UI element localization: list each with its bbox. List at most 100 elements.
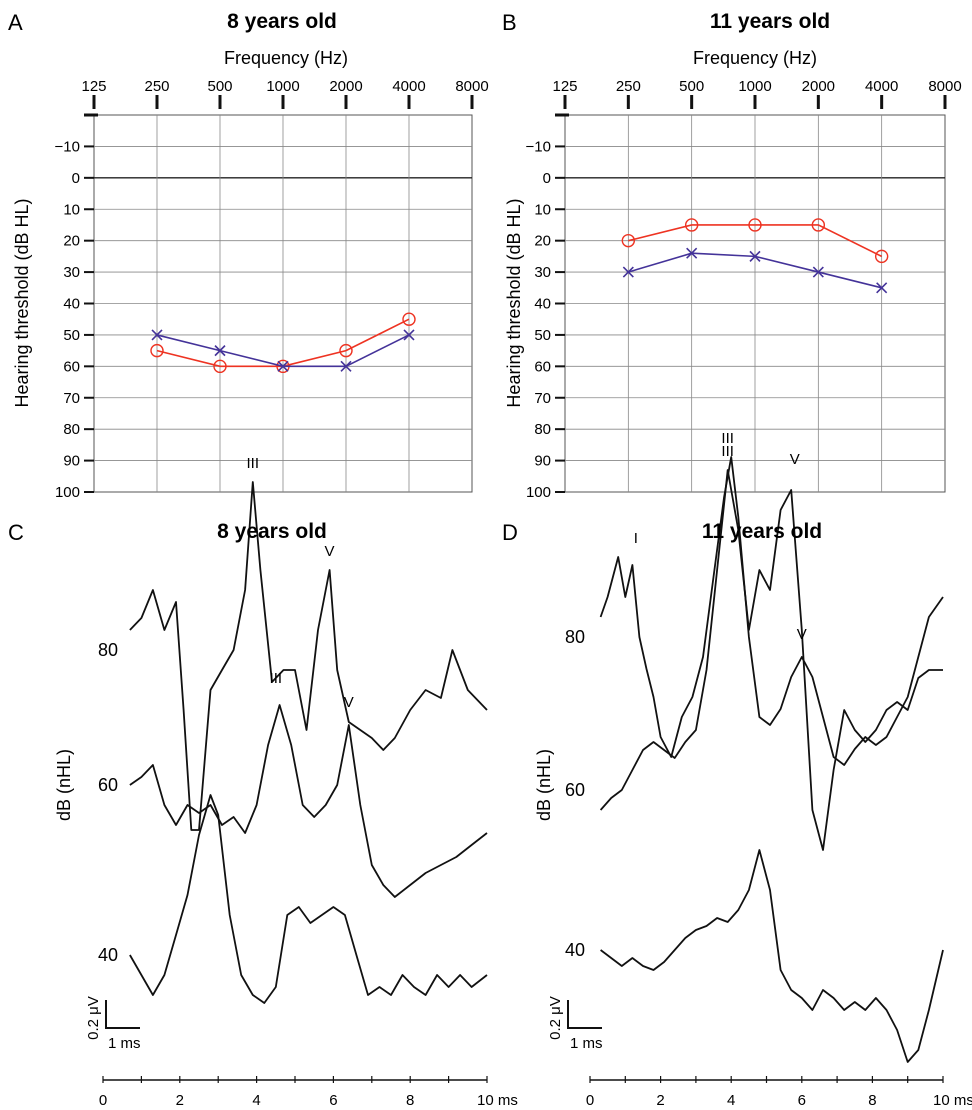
waveform bbox=[129, 704, 488, 898]
y-tick-label: −10 bbox=[526, 138, 551, 155]
trace-40 bbox=[600, 849, 944, 1063]
data-point bbox=[622, 266, 634, 278]
time-tick-label: 10 ms bbox=[933, 1092, 972, 1109]
data-point bbox=[748, 218, 762, 232]
y-tick-label: 10 bbox=[534, 201, 551, 218]
scale-bar-time: 1 ms bbox=[108, 1035, 141, 1052]
data-point bbox=[339, 343, 353, 358]
panel-letter: B bbox=[502, 10, 517, 35]
data-point bbox=[213, 359, 227, 374]
panel-title: 8 years old bbox=[227, 10, 337, 33]
time-tick-label: 6 bbox=[798, 1092, 806, 1109]
data-point bbox=[277, 360, 289, 372]
time-tick-label: 0 bbox=[99, 1092, 107, 1109]
waveform bbox=[129, 481, 488, 831]
y-tick-label: 20 bbox=[534, 233, 551, 250]
time-tick-label: 4 bbox=[252, 1092, 260, 1109]
trace-80 bbox=[599, 456, 944, 766]
data-point bbox=[151, 329, 163, 341]
x-tick-label: 8000 bbox=[928, 78, 961, 95]
y-axis-label: Hearing threshold (dB HL) bbox=[12, 198, 32, 407]
level-label: 80 bbox=[565, 627, 585, 647]
audiogram-B bbox=[555, 95, 947, 493]
x-tick-label: 250 bbox=[616, 78, 641, 95]
y-tick-label: 0 bbox=[72, 170, 80, 187]
y-tick-label: 0 bbox=[543, 170, 551, 187]
wave-peak-label: V bbox=[344, 694, 354, 711]
x-tick-label: 250 bbox=[144, 78, 169, 95]
y-tick-label: 20 bbox=[63, 233, 80, 250]
level-label: 60 bbox=[565, 780, 585, 800]
wave-peak-label: III bbox=[721, 443, 734, 460]
panel-letter: C bbox=[8, 520, 24, 545]
data-point bbox=[876, 282, 888, 294]
y-tick-label: 100 bbox=[526, 484, 551, 501]
x-tick-label: 1000 bbox=[738, 78, 771, 95]
scale-bar-time: 1 ms bbox=[570, 1035, 603, 1052]
wave-peak-label: V bbox=[790, 451, 800, 468]
series-line bbox=[628, 224, 883, 258]
scale-bar bbox=[567, 1000, 602, 1029]
x-tick-label: 2000 bbox=[802, 78, 835, 95]
waveform bbox=[599, 469, 943, 851]
time-tick-label: 8 bbox=[406, 1092, 414, 1109]
panel-title: 8 years old bbox=[217, 520, 327, 543]
trace-80 bbox=[129, 481, 488, 831]
wave-peak-label: III bbox=[721, 430, 734, 447]
data-point bbox=[749, 250, 761, 262]
x-axis-label: Frequency (Hz) bbox=[693, 48, 817, 68]
scale-bar bbox=[105, 1000, 140, 1029]
panel-title: 11 years old bbox=[710, 10, 830, 33]
scale-bar-amplitude: 0.2 μV bbox=[85, 996, 102, 1040]
y-tick-label: −10 bbox=[55, 138, 80, 155]
x-axis-label: Frequency (Hz) bbox=[224, 48, 348, 68]
x-tick-label: 4000 bbox=[392, 78, 425, 95]
waveform bbox=[129, 794, 488, 1004]
audiogram-A bbox=[84, 95, 474, 493]
y-tick-label: 70 bbox=[63, 390, 80, 407]
x-tick-label: 1000 bbox=[266, 78, 299, 95]
y-axis-label: dB (nHL) bbox=[54, 749, 74, 821]
x-tick-label: 500 bbox=[207, 78, 232, 95]
level-label: 60 bbox=[98, 775, 118, 795]
series-circle bbox=[621, 218, 889, 264]
y-tick-label: 10 bbox=[63, 201, 80, 218]
data-point bbox=[686, 247, 698, 259]
wave-peak-label: V bbox=[797, 626, 807, 643]
y-tick-label: 40 bbox=[534, 296, 551, 313]
time-tick-label: 4 bbox=[727, 1092, 735, 1109]
series-cross bbox=[151, 329, 415, 372]
level-label: 40 bbox=[565, 940, 585, 960]
waveform bbox=[599, 456, 944, 766]
y-tick-label: 60 bbox=[534, 358, 551, 375]
data-point bbox=[684, 218, 699, 232]
time-tick-label: 8 bbox=[868, 1092, 876, 1109]
y-tick-label: 50 bbox=[63, 327, 80, 344]
abr-panel-C bbox=[102, 481, 488, 1083]
y-tick-label: 80 bbox=[534, 421, 551, 438]
data-point bbox=[402, 312, 416, 326]
y-tick-label: 70 bbox=[534, 390, 551, 407]
x-tick-label: 8000 bbox=[455, 78, 488, 95]
time-tick-label: 2 bbox=[176, 1092, 184, 1109]
wave-peak-label: III bbox=[270, 670, 283, 687]
time-tick-label: 0 bbox=[586, 1092, 594, 1109]
data-point bbox=[874, 249, 889, 264]
y-tick-label: 100 bbox=[55, 484, 80, 501]
data-point bbox=[403, 329, 415, 341]
data-point bbox=[150, 343, 164, 358]
time-tick-label: 10 ms bbox=[477, 1092, 518, 1109]
abr-panel-D bbox=[567, 456, 944, 1083]
panel-letter: D bbox=[502, 520, 518, 545]
panel-letter: A bbox=[8, 10, 23, 35]
trace-60 bbox=[599, 469, 943, 851]
data-point bbox=[621, 233, 636, 248]
time-tick-label: 6 bbox=[329, 1092, 337, 1109]
data-point bbox=[340, 360, 352, 372]
trace-40 bbox=[129, 794, 488, 1004]
y-axis-label: dB (nHL) bbox=[534, 749, 554, 821]
y-axis-label: Hearing threshold (dB HL) bbox=[504, 198, 524, 407]
trace-60 bbox=[129, 704, 488, 898]
y-tick-label: 30 bbox=[534, 264, 551, 281]
